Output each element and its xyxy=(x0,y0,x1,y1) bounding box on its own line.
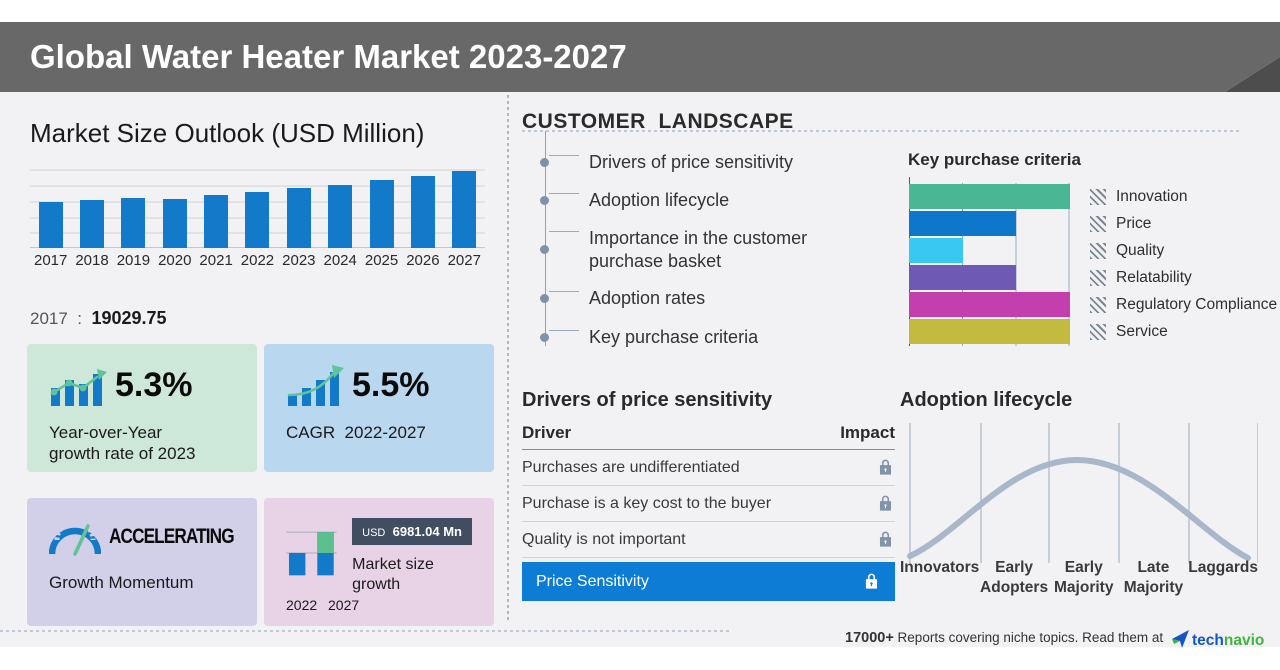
svg-text:technavio: technavio xyxy=(1192,632,1264,649)
